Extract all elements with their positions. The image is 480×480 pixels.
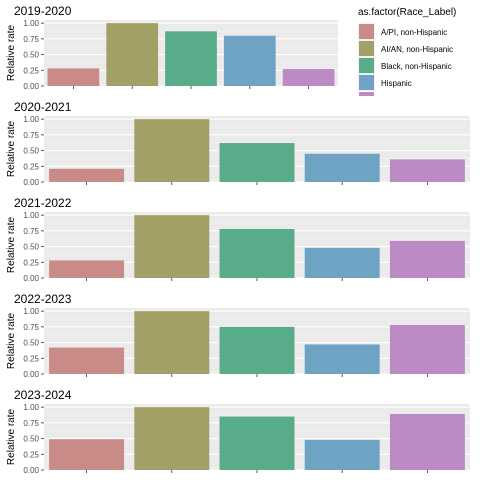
y-axis-label: Relative rate (6, 24, 17, 81)
y-tick-label: 1.00 (23, 115, 39, 124)
bar (389, 240, 465, 278)
bar (106, 23, 159, 86)
y-tick-label: 0.00 (23, 82, 39, 91)
legend-label: Black, non-Hispanic (381, 62, 452, 71)
legend-swatch (359, 24, 374, 39)
bar (134, 215, 210, 278)
bar (304, 153, 380, 182)
y-tick-label: 0.25 (23, 258, 39, 267)
panels-layer: 2019-2020 0.00 0.25 0.50 0.75 1.00 Relative ra… (6, 4, 470, 475)
y-tick-label: 0.25 (23, 162, 39, 171)
panel-2022-2023: 2022-2023 0.00 0.25 0.50 0.75 1.00 Relative ra… (6, 292, 470, 379)
y-tick-label: 0.75 (23, 227, 39, 236)
bar (219, 416, 295, 470)
y-tick-label: 0.00 (23, 274, 39, 283)
y-axis-label: Relative rate (6, 216, 17, 273)
panel-title: 2022-2023 (14, 292, 72, 306)
bar (49, 260, 125, 278)
bar (134, 311, 210, 374)
y-tick-label: 0.75 (23, 323, 39, 332)
y-tick-label: 1.00 (23, 307, 39, 316)
bar (223, 35, 276, 86)
bar (49, 168, 125, 182)
y-tick-label: 0.25 (23, 354, 39, 363)
legend-label: Hispanic (381, 79, 412, 88)
bar (304, 247, 380, 278)
y-tick-label: 0.75 (23, 419, 39, 428)
y-axis-label: Relative rate (6, 312, 17, 369)
y-tick-label: 0.75 (23, 35, 39, 44)
bar (389, 324, 465, 374)
legend-swatch (359, 58, 374, 73)
y-tick-label: 1.00 (23, 19, 39, 28)
y-tick-label: 0.00 (23, 370, 39, 379)
bar (49, 347, 125, 374)
y-tick-label: 0.50 (23, 435, 39, 444)
panel-2023-2024: 2023-2024 0.00 0.25 0.50 0.75 1.00 Relative ra… (6, 388, 470, 475)
y-tick-label: 0.50 (23, 51, 39, 60)
y-tick-label: 1.00 (23, 211, 39, 220)
panel-title: 2019-2020 (14, 4, 72, 18)
y-tick-label: 1.00 (23, 403, 39, 412)
y-tick-label: 0.50 (23, 243, 39, 252)
panel-title: 2023-2024 (14, 388, 72, 402)
panel-2019-2020: 2019-2020 0.00 0.25 0.50 0.75 1.00 Relative ra… (6, 4, 338, 91)
legend-swatch (359, 92, 374, 96)
y-tick-label: 0.25 (23, 66, 39, 75)
y-tick-label: 0.00 (23, 466, 39, 475)
bar (47, 68, 100, 86)
bar (134, 407, 210, 470)
legend-swatch (359, 75, 374, 90)
bar (389, 414, 465, 470)
bar (389, 159, 465, 182)
legend: as.factor(Race_Label) A/PI, non-Hispanic A… (358, 7, 456, 96)
y-tick-label: 0.50 (23, 147, 39, 156)
bar (219, 143, 295, 182)
bar (304, 344, 380, 374)
panel-title: 2020-2021 (14, 100, 72, 114)
bar (165, 31, 217, 86)
bar (304, 439, 380, 470)
y-tick-label: 0.25 (23, 450, 39, 459)
panel-2020-2021: 2020-2021 0.00 0.25 0.50 0.75 1.00 Relative ra… (6, 100, 470, 187)
bar (49, 439, 125, 470)
legend-label: AI/AN, non-Hispanic (381, 45, 453, 54)
y-tick-label: 0.00 (23, 178, 39, 187)
bar (219, 228, 295, 278)
bar (219, 326, 295, 374)
legend-label: A/PI, non-Hispanic (381, 28, 447, 37)
y-tick-label: 0.75 (23, 131, 39, 140)
legend-title: as.factor(Race_Label) (358, 7, 456, 18)
y-tick-label: 0.50 (23, 339, 39, 348)
panel-2021-2022: 2021-2022 0.00 0.25 0.50 0.75 1.00 Relative ra… (6, 196, 470, 283)
panel-title: 2021-2022 (14, 196, 72, 210)
bar (282, 69, 335, 86)
bar (134, 119, 210, 182)
y-axis-label: Relative rate (6, 408, 17, 465)
legend-swatch (359, 41, 374, 56)
y-axis-label: Relative rate (6, 120, 17, 177)
